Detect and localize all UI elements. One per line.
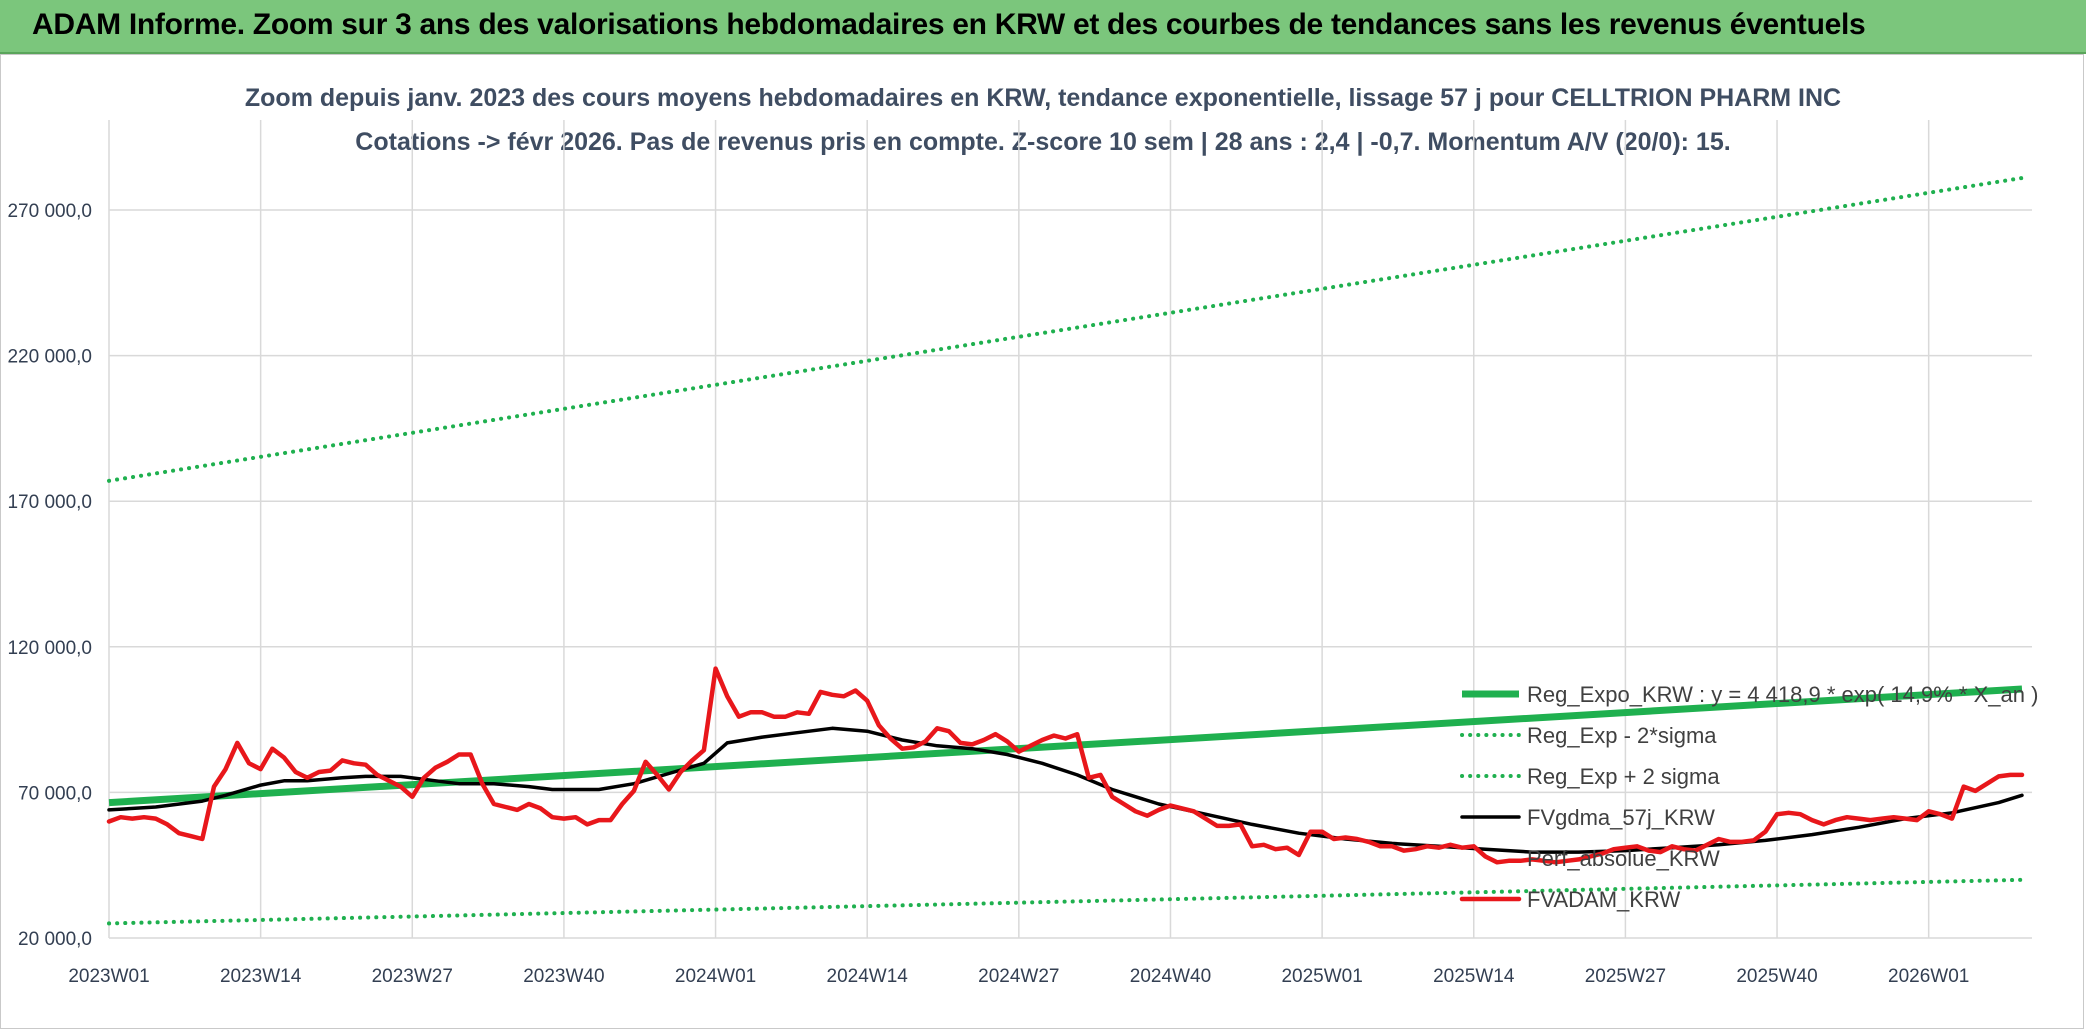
series-line-2 — [107, 176, 2024, 483]
x-tick-label: 2025W40 — [1736, 966, 1817, 987]
series-line-1 — [107, 877, 2024, 926]
y-tick-label: 120 000,0 — [7, 638, 92, 659]
legend-label: Perf_absolue_KRW — [1527, 846, 1720, 871]
x-axis-ticks: 2023W01 2023W14 2023W27 2023W40 2024W01 2024W… — [68, 966, 1969, 987]
legend-label: FVgdma_57j_KRW — [1527, 805, 1715, 830]
x-tick-label: 2024W27 — [978, 966, 1059, 987]
y-axis-ticks: 20 000,0 70 000,0 120 000,0 170 000,0 220 00… — [7, 201, 92, 950]
series-line-5 — [106, 666, 2025, 865]
x-tick-label: 2026W01 — [1888, 966, 1969, 987]
y-tick-label: 170 000,0 — [7, 492, 92, 513]
x-tick-label: 2023W27 — [372, 966, 453, 987]
x-tick-label: 2024W01 — [675, 966, 756, 987]
gridlines — [108, 120, 2032, 939]
series-lines — [106, 176, 2025, 926]
title-banner: ADAM Informe. Zoom sur 3 ans des valoris… — [0, 0, 2086, 54]
x-tick-label: 2023W40 — [523, 966, 604, 987]
y-tick-label: 70 000,0 — [18, 783, 92, 804]
y-tick-label: 220 000,0 — [7, 347, 92, 368]
legend-label: FVADAM_KRW — [1527, 887, 1680, 912]
legend-label: Reg_Exp + 2 sigma — [1527, 764, 1720, 789]
chart-title: Zoom depuis janv. 2023 des cours moyens … — [244, 84, 1842, 112]
x-tick-label: 2025W14 — [1433, 966, 1515, 987]
legend: Reg_Expo_KRW : y = 4 418,9 * exp( 14,9% … — [1459, 682, 2038, 912]
x-tick-label: 2023W14 — [220, 966, 302, 987]
y-tick-label: 20 000,0 — [18, 929, 92, 950]
chart-frame — [0, 54, 2084, 1029]
legend-label: Reg_Exp - 2*sigma — [1527, 723, 1717, 748]
y-tick-label: 270 000,0 — [7, 201, 92, 222]
series-line-0 — [108, 685, 2023, 807]
x-tick-label: 2025W01 — [1281, 966, 1362, 987]
legend-label: Reg_Expo_KRW : y = 4 418,9 * exp( 14,9% … — [1527, 682, 2038, 707]
x-tick-label: 2024W40 — [1130, 966, 1211, 987]
x-tick-label: 2023W01 — [68, 966, 149, 987]
chart-subtitle: Cotations -> févr 2026. Pas de revenus p… — [355, 128, 1731, 156]
x-tick-label: 2024W14 — [827, 966, 909, 987]
x-tick-label: 2025W27 — [1585, 966, 1666, 987]
banner-title: ADAM Informe. Zoom sur 3 ans des valoris… — [32, 8, 1866, 41]
